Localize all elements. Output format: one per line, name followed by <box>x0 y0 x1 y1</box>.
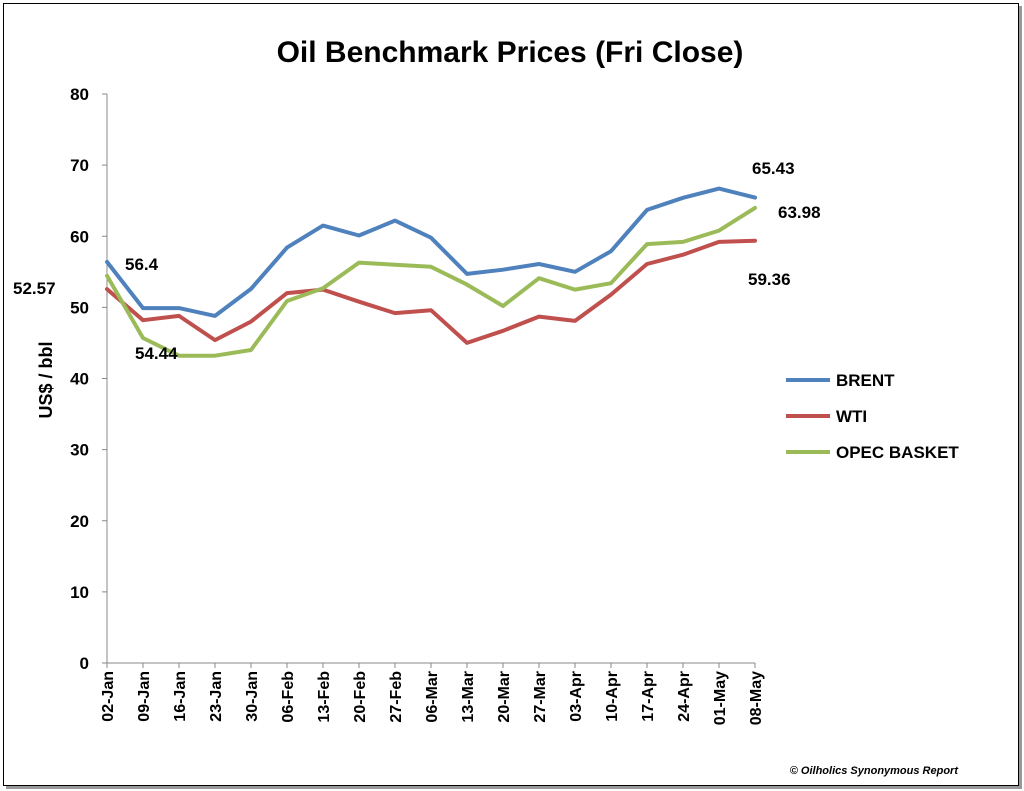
legend-label: OPEC BASKET <box>836 443 959 462</box>
annotation-opec-end: 63.98 <box>778 203 821 222</box>
x-tick-label: 20-Feb <box>352 671 369 723</box>
y-tick-label: 10 <box>70 583 89 602</box>
x-tick-label: 06-Feb <box>280 671 297 723</box>
x-tick-label: 08-May <box>748 671 765 725</box>
series-line-opec-basket <box>105 205 757 358</box>
chart-frame <box>3 3 1019 786</box>
x-tick-label: 23-Jan <box>208 671 225 722</box>
annotation-opec-start: 54.44 <box>135 344 178 363</box>
series-line-brent <box>105 186 757 318</box>
annotation-brent-end: 65.43 <box>752 159 795 178</box>
y-tick-label: 0 <box>80 654 89 673</box>
x-tick-label: 27-Mar <box>532 671 549 723</box>
y-tick-label: 40 <box>70 370 89 389</box>
y-tick-label: 70 <box>70 156 89 175</box>
x-tick-label: 30-Jan <box>244 671 261 722</box>
annotation-wti-end: 59.36 <box>748 270 791 289</box>
y-tick-label: 50 <box>70 298 89 317</box>
legend-label: WTI <box>836 407 867 426</box>
x-tick-label: 09-Jan <box>136 671 153 722</box>
x-tick-label: 02-Jan <box>100 671 117 722</box>
y-tick-label: 20 <box>70 512 89 531</box>
x-tick-label: 13-Feb <box>316 671 333 723</box>
chart-title: Oil Benchmark Prices (Fri Close) <box>277 36 744 69</box>
x-tick-label: 01-May <box>712 671 729 725</box>
x-tick-label: 27-Feb <box>388 671 405 723</box>
series-line-wti <box>105 238 757 345</box>
y-tick-label: 60 <box>70 227 89 246</box>
y-tick-label: 30 <box>70 441 89 460</box>
x-tick-label: 20-Mar <box>496 671 513 723</box>
x-tick-label: 16-Jan <box>172 671 189 722</box>
y-tick-label: 80 <box>70 85 89 104</box>
credit: © Oilholics Synonymous Report <box>790 765 960 777</box>
annotation-wti-start: 52.57 <box>13 279 56 298</box>
x-tick-label: 06-Mar <box>424 671 441 723</box>
legend-label: BRENT <box>836 371 895 390</box>
x-tick-label: 13-Mar <box>460 671 477 723</box>
x-tick-label: 24-Apr <box>676 671 693 722</box>
y-axis-label: US$ / bbl <box>36 341 56 418</box>
x-tick-label: 10-Apr <box>604 671 621 722</box>
annotation-brent-start: 56.4 <box>125 255 159 274</box>
x-tick-label: 03-Apr <box>568 671 585 722</box>
x-tick-label: 17-Apr <box>640 671 657 722</box>
